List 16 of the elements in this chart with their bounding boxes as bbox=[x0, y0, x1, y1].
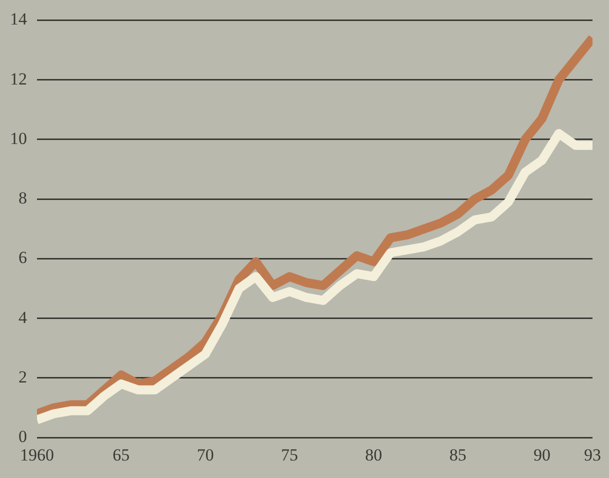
y-tick-label: 0 bbox=[18, 427, 27, 446]
x-tick-label: 1960 bbox=[20, 445, 54, 464]
y-tick-label: 4 bbox=[18, 308, 28, 327]
y-tick-label: 8 bbox=[18, 188, 27, 208]
x-tick-label: 90 bbox=[534, 445, 550, 464]
x-tick-label: 70 bbox=[196, 445, 214, 464]
x-tick-label: 93 bbox=[584, 445, 601, 464]
x-tick-label: 65 bbox=[112, 445, 130, 464]
y-tick-label: 14 bbox=[10, 10, 28, 29]
x-tick-label: 85 bbox=[449, 445, 466, 464]
x-tick-label: 75 bbox=[281, 445, 298, 464]
y-tick-label: 12 bbox=[10, 69, 27, 88]
y-tick-label: 10 bbox=[10, 128, 27, 148]
y-tick-label: 6 bbox=[18, 248, 27, 268]
x-tick-label: 80 bbox=[365, 445, 382, 464]
y-tick-label: 2 bbox=[18, 367, 27, 386]
